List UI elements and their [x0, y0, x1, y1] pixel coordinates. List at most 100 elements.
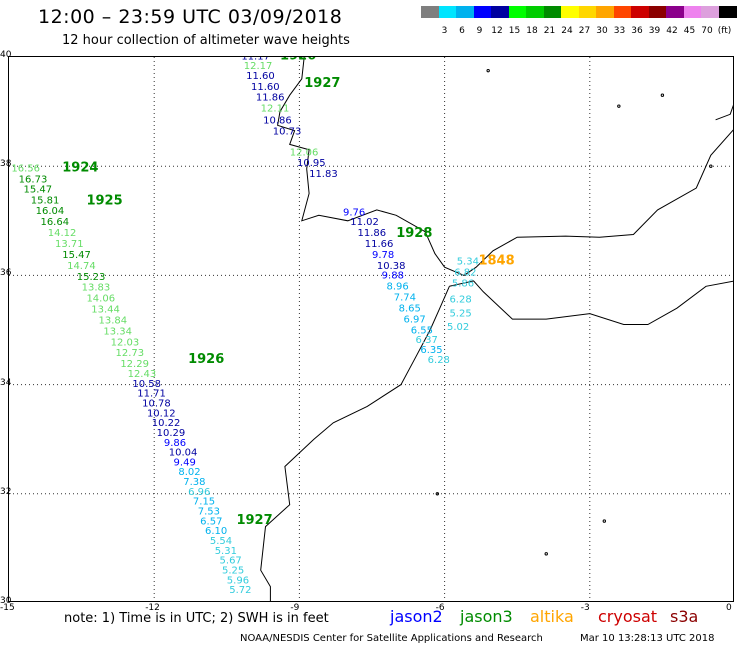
wave-height-value: 13.84	[99, 315, 128, 326]
lat-tick-label: 34	[0, 377, 12, 388]
colorbar-swatch	[561, 6, 579, 18]
wave-height-value: 14.12	[48, 228, 77, 239]
wave-height-value: 5.67	[220, 556, 242, 567]
colorbar-swatch	[631, 6, 649, 18]
wave-height-value: 6.57	[200, 516, 222, 527]
pass-number: 1926	[188, 352, 224, 367]
lat-tick-label: 36	[0, 268, 12, 279]
wave-height-value: 14.06	[86, 294, 115, 305]
colorbar-swatch	[543, 6, 562, 18]
wave-height-value: 7.15	[193, 497, 215, 508]
colorbar-label: 21	[543, 26, 556, 36]
wave-height-value: 10.86	[263, 116, 292, 127]
wave-height-value: 10.95	[297, 158, 326, 169]
wave-height-value: 16.64	[40, 217, 69, 228]
coastline-iberia	[277, 57, 733, 276]
wave-height-value: 9.49	[174, 457, 196, 468]
colorbar-swatch	[666, 6, 684, 18]
wave-height-value: 5.25	[449, 308, 471, 319]
wave-height-value: 11.02	[350, 217, 379, 228]
wave-height-value: 11.17	[241, 57, 270, 63]
colorbar-label: 27	[578, 26, 591, 36]
wave-height-value: 14.74	[67, 261, 96, 272]
wave-height-value: 15.47	[24, 184, 53, 195]
pass-number: 1927	[304, 76, 340, 91]
wave-height-value: 16.73	[19, 175, 48, 186]
wave-height-value: 10.22	[152, 418, 181, 429]
pass-number: 1926	[280, 57, 316, 64]
colorbar-label: 24	[561, 26, 573, 36]
colorbar-swatch	[578, 6, 597, 18]
wave-height-value: 15.47	[62, 250, 91, 261]
colorbar-swatch	[683, 6, 702, 18]
satellite-altika: altika	[530, 607, 574, 626]
island-outline	[709, 164, 713, 168]
wave-height-value: 13.34	[103, 326, 132, 337]
map-frame: 11.17 12.17 11.60 11.60 11.86 12.11 10.86 10.73…	[8, 56, 734, 602]
pass-number: 1927	[236, 513, 272, 528]
wave-height-value: 5.54	[210, 536, 232, 547]
colorbar-label: 42	[666, 26, 678, 36]
wave-height-value: 12.06	[290, 147, 319, 158]
colorbar-label: 6	[459, 26, 465, 36]
wave-height-value: 7.53	[198, 507, 220, 518]
colorbar-label: 15	[508, 26, 521, 36]
wave-height-value: 5.02	[447, 322, 469, 333]
wave-height-value: 12.73	[115, 348, 144, 359]
lat-tick-label: 40	[0, 50, 12, 60]
satellite-jason2: jason2	[390, 607, 443, 626]
island-outline	[435, 492, 440, 496]
lat-tick-label: 32	[0, 486, 12, 497]
wave-height-value: 12.17	[244, 61, 273, 72]
wave-height-value: 12.43	[128, 369, 157, 380]
lon-tick-label: -12	[145, 603, 160, 613]
page-title: 12:00 – 23:59 UTC 03/09/2018	[38, 6, 343, 28]
wave-height-value: 6.28	[449, 295, 471, 306]
wave-height-value: 8.96	[387, 282, 409, 293]
lon-tick-label: 0	[726, 603, 732, 613]
lon-tick-label: -6	[435, 603, 445, 613]
lon-tick-label: -15	[0, 603, 15, 613]
wave-height-value: 6.97	[403, 314, 425, 325]
colorbar-swatch	[596, 6, 614, 18]
wave-height-value: 5.31	[215, 546, 237, 557]
wave-height-value: 6.55	[411, 325, 433, 336]
wave-height-value: 9.86	[164, 438, 186, 449]
wave-height-value: 10.29	[157, 428, 186, 439]
wave-height-value: 6.28	[428, 355, 450, 366]
wave-height-value: 11.60	[246, 71, 275, 82]
wave-height-value: 10.78	[142, 398, 171, 409]
wave-height-value: 12.11	[261, 104, 290, 115]
wave-height-value: 15.81	[31, 195, 60, 206]
wave-height-value: 7.74	[394, 293, 416, 304]
colorbar-label: 18	[526, 26, 538, 36]
colorbar-swatch	[613, 6, 632, 18]
colorbar-label: 3	[441, 26, 448, 36]
wave-height-value: 8.02	[178, 467, 200, 478]
wave-height-value: 7.38	[183, 477, 205, 488]
lat-tick-label: 30	[0, 596, 12, 606]
wave-height-value: 12.29	[120, 359, 149, 370]
satellite-jason3: jason3	[460, 607, 513, 626]
wave-height-value: 9.78	[372, 250, 394, 261]
wave-height-value: 5.72	[229, 585, 251, 596]
island-outline	[660, 93, 665, 97]
colorbar-swatch	[438, 6, 457, 18]
colorbar-label: 9	[476, 26, 483, 36]
colorbar-swatch	[473, 6, 492, 18]
wave-height-value: 5.34	[457, 256, 479, 267]
wave-height-value: 6.10	[205, 526, 227, 537]
map-canvas: 11.1712.1711.6011.6011.8612.1110.8610.73…	[9, 57, 733, 601]
island-outline	[486, 68, 490, 73]
wave-height-value: 6.35	[420, 345, 442, 356]
pass-number: 1925	[86, 193, 122, 208]
wave-height-value: 11.86	[256, 93, 285, 104]
footer-org: NOAA/NESDIS Center for Satellite Applica…	[240, 633, 543, 644]
wave-height-value: 9.88	[382, 271, 404, 282]
lon-tick-label: -3	[580, 603, 590, 613]
coastline-morocco	[260, 286, 450, 601]
wave-height-value: 11.71	[137, 389, 166, 400]
wave-height-value: 5.25	[222, 566, 244, 577]
wave-height-value: 12.03	[111, 337, 140, 348]
satellite-cryosat: cryosat	[598, 607, 658, 626]
